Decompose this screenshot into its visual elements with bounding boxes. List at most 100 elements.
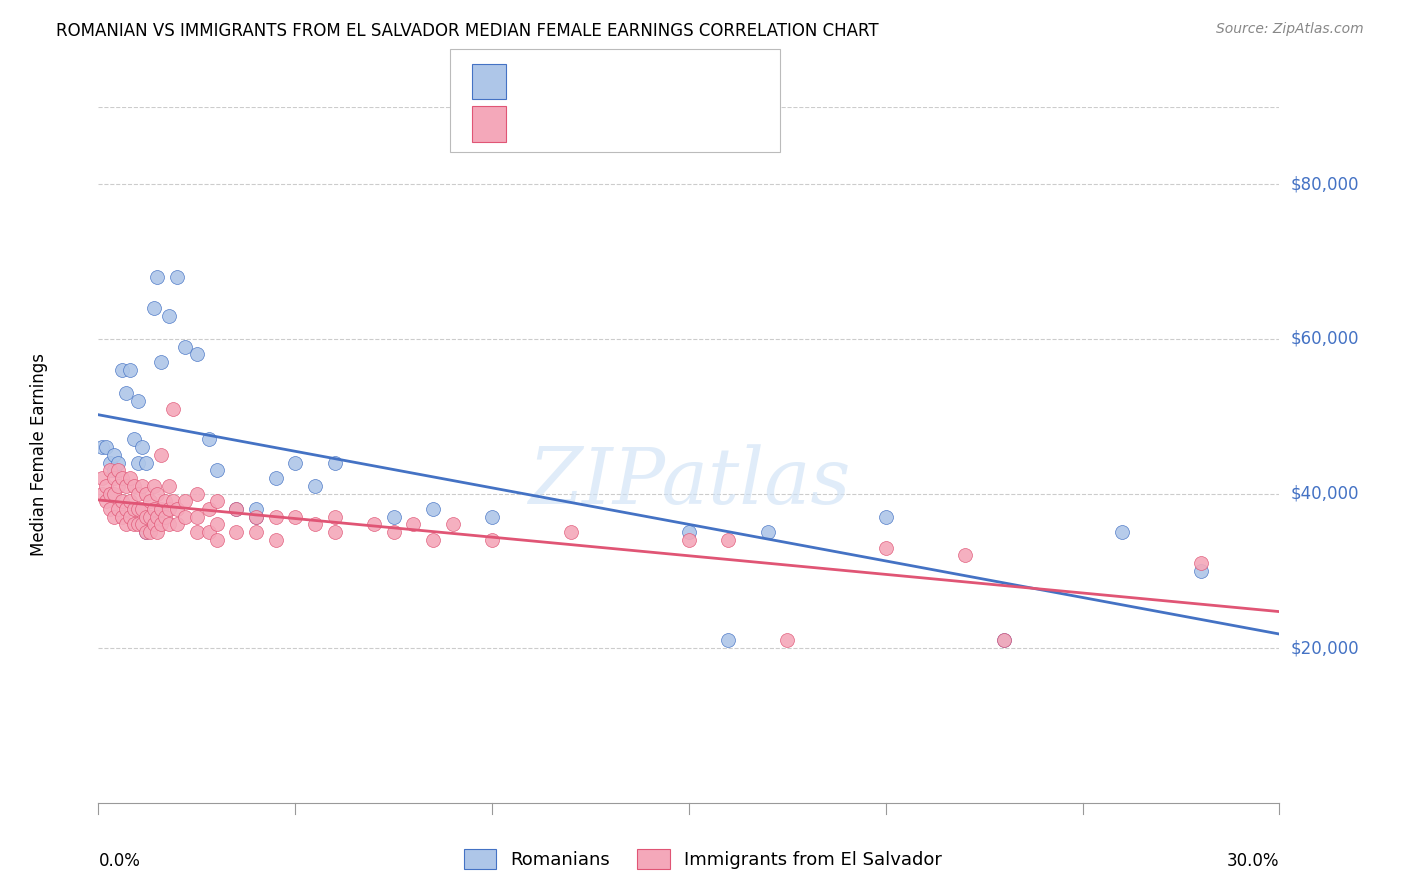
- Point: [162, 494, 184, 508]
- Point: [875, 541, 897, 555]
- Point: [157, 309, 180, 323]
- Point: [146, 525, 169, 540]
- Point: [284, 509, 307, 524]
- Point: [174, 509, 197, 524]
- Point: [91, 471, 114, 485]
- Point: [157, 479, 180, 493]
- Point: [146, 486, 169, 500]
- Point: [107, 456, 129, 470]
- Point: [115, 517, 138, 532]
- Point: [382, 525, 405, 540]
- Point: [166, 270, 188, 285]
- Point: [1111, 525, 1133, 540]
- Text: $40,000: $40,000: [1291, 484, 1360, 502]
- Text: R =: R =: [519, 115, 558, 133]
- Point: [135, 525, 157, 540]
- Point: [135, 509, 157, 524]
- Point: [103, 463, 125, 477]
- Point: [131, 517, 153, 532]
- Text: R =: R =: [519, 72, 558, 91]
- Point: [245, 509, 267, 524]
- Text: -0.415: -0.415: [558, 115, 616, 133]
- Point: [150, 448, 173, 462]
- Point: [560, 525, 582, 540]
- Text: -0.241: -0.241: [558, 72, 616, 91]
- Point: [118, 509, 141, 524]
- Point: [127, 486, 149, 500]
- Point: [122, 433, 145, 447]
- Point: [323, 525, 346, 540]
- Point: [441, 517, 464, 532]
- Point: [146, 270, 169, 285]
- Point: [1189, 556, 1212, 570]
- Text: $60,000: $60,000: [1291, 330, 1360, 348]
- Point: [138, 509, 160, 524]
- Point: [174, 494, 197, 508]
- Point: [111, 471, 134, 485]
- Point: [91, 486, 114, 500]
- Text: 41: 41: [679, 72, 702, 91]
- Point: [157, 502, 180, 516]
- Point: [166, 502, 188, 516]
- Point: [157, 517, 180, 532]
- Point: [205, 494, 228, 508]
- Point: [142, 502, 165, 516]
- Point: [103, 471, 125, 485]
- Point: [91, 440, 114, 454]
- Point: [197, 525, 219, 540]
- Point: [953, 549, 976, 563]
- Point: [131, 440, 153, 454]
- Point: [98, 486, 121, 500]
- Point: [150, 517, 173, 532]
- Point: [1189, 564, 1212, 578]
- Legend: Romanians, Immigrants from El Salvador: Romanians, Immigrants from El Salvador: [454, 839, 952, 879]
- Text: $20,000: $20,000: [1291, 640, 1360, 657]
- Point: [756, 525, 779, 540]
- Point: [118, 363, 141, 377]
- Point: [115, 479, 138, 493]
- Point: [323, 456, 346, 470]
- Point: [717, 533, 740, 547]
- Point: [993, 633, 1015, 648]
- Point: [422, 533, 444, 547]
- Text: Source: ZipAtlas.com: Source: ZipAtlas.com: [1216, 22, 1364, 37]
- Point: [264, 509, 287, 524]
- Point: [115, 386, 138, 401]
- Point: [135, 456, 157, 470]
- Point: [875, 509, 897, 524]
- Point: [135, 525, 157, 540]
- Point: [174, 340, 197, 354]
- Point: [96, 479, 118, 493]
- Point: [103, 486, 125, 500]
- Point: [142, 517, 165, 532]
- Point: [186, 486, 208, 500]
- Point: [264, 471, 287, 485]
- Point: [205, 533, 228, 547]
- Point: [197, 502, 219, 516]
- Point: [481, 533, 503, 547]
- Point: [111, 509, 134, 524]
- Text: $80,000: $80,000: [1291, 176, 1360, 194]
- Point: [107, 479, 129, 493]
- Point: [96, 494, 118, 508]
- Point: [118, 471, 141, 485]
- Text: N =: N =: [628, 72, 681, 91]
- Point: [162, 401, 184, 416]
- Point: [382, 509, 405, 524]
- Point: [402, 517, 425, 532]
- Point: [993, 633, 1015, 648]
- Text: N =: N =: [628, 115, 681, 133]
- Point: [150, 502, 173, 516]
- Point: [111, 494, 134, 508]
- Point: [103, 509, 125, 524]
- Point: [776, 633, 799, 648]
- Point: [155, 509, 177, 524]
- Point: [103, 448, 125, 462]
- Point: [304, 517, 326, 532]
- Text: ZIPatlas: ZIPatlas: [527, 444, 851, 521]
- Point: [323, 509, 346, 524]
- Text: Median Female Earnings: Median Female Earnings: [31, 353, 48, 557]
- Point: [245, 502, 267, 516]
- Text: 30.0%: 30.0%: [1227, 852, 1279, 870]
- Point: [146, 509, 169, 524]
